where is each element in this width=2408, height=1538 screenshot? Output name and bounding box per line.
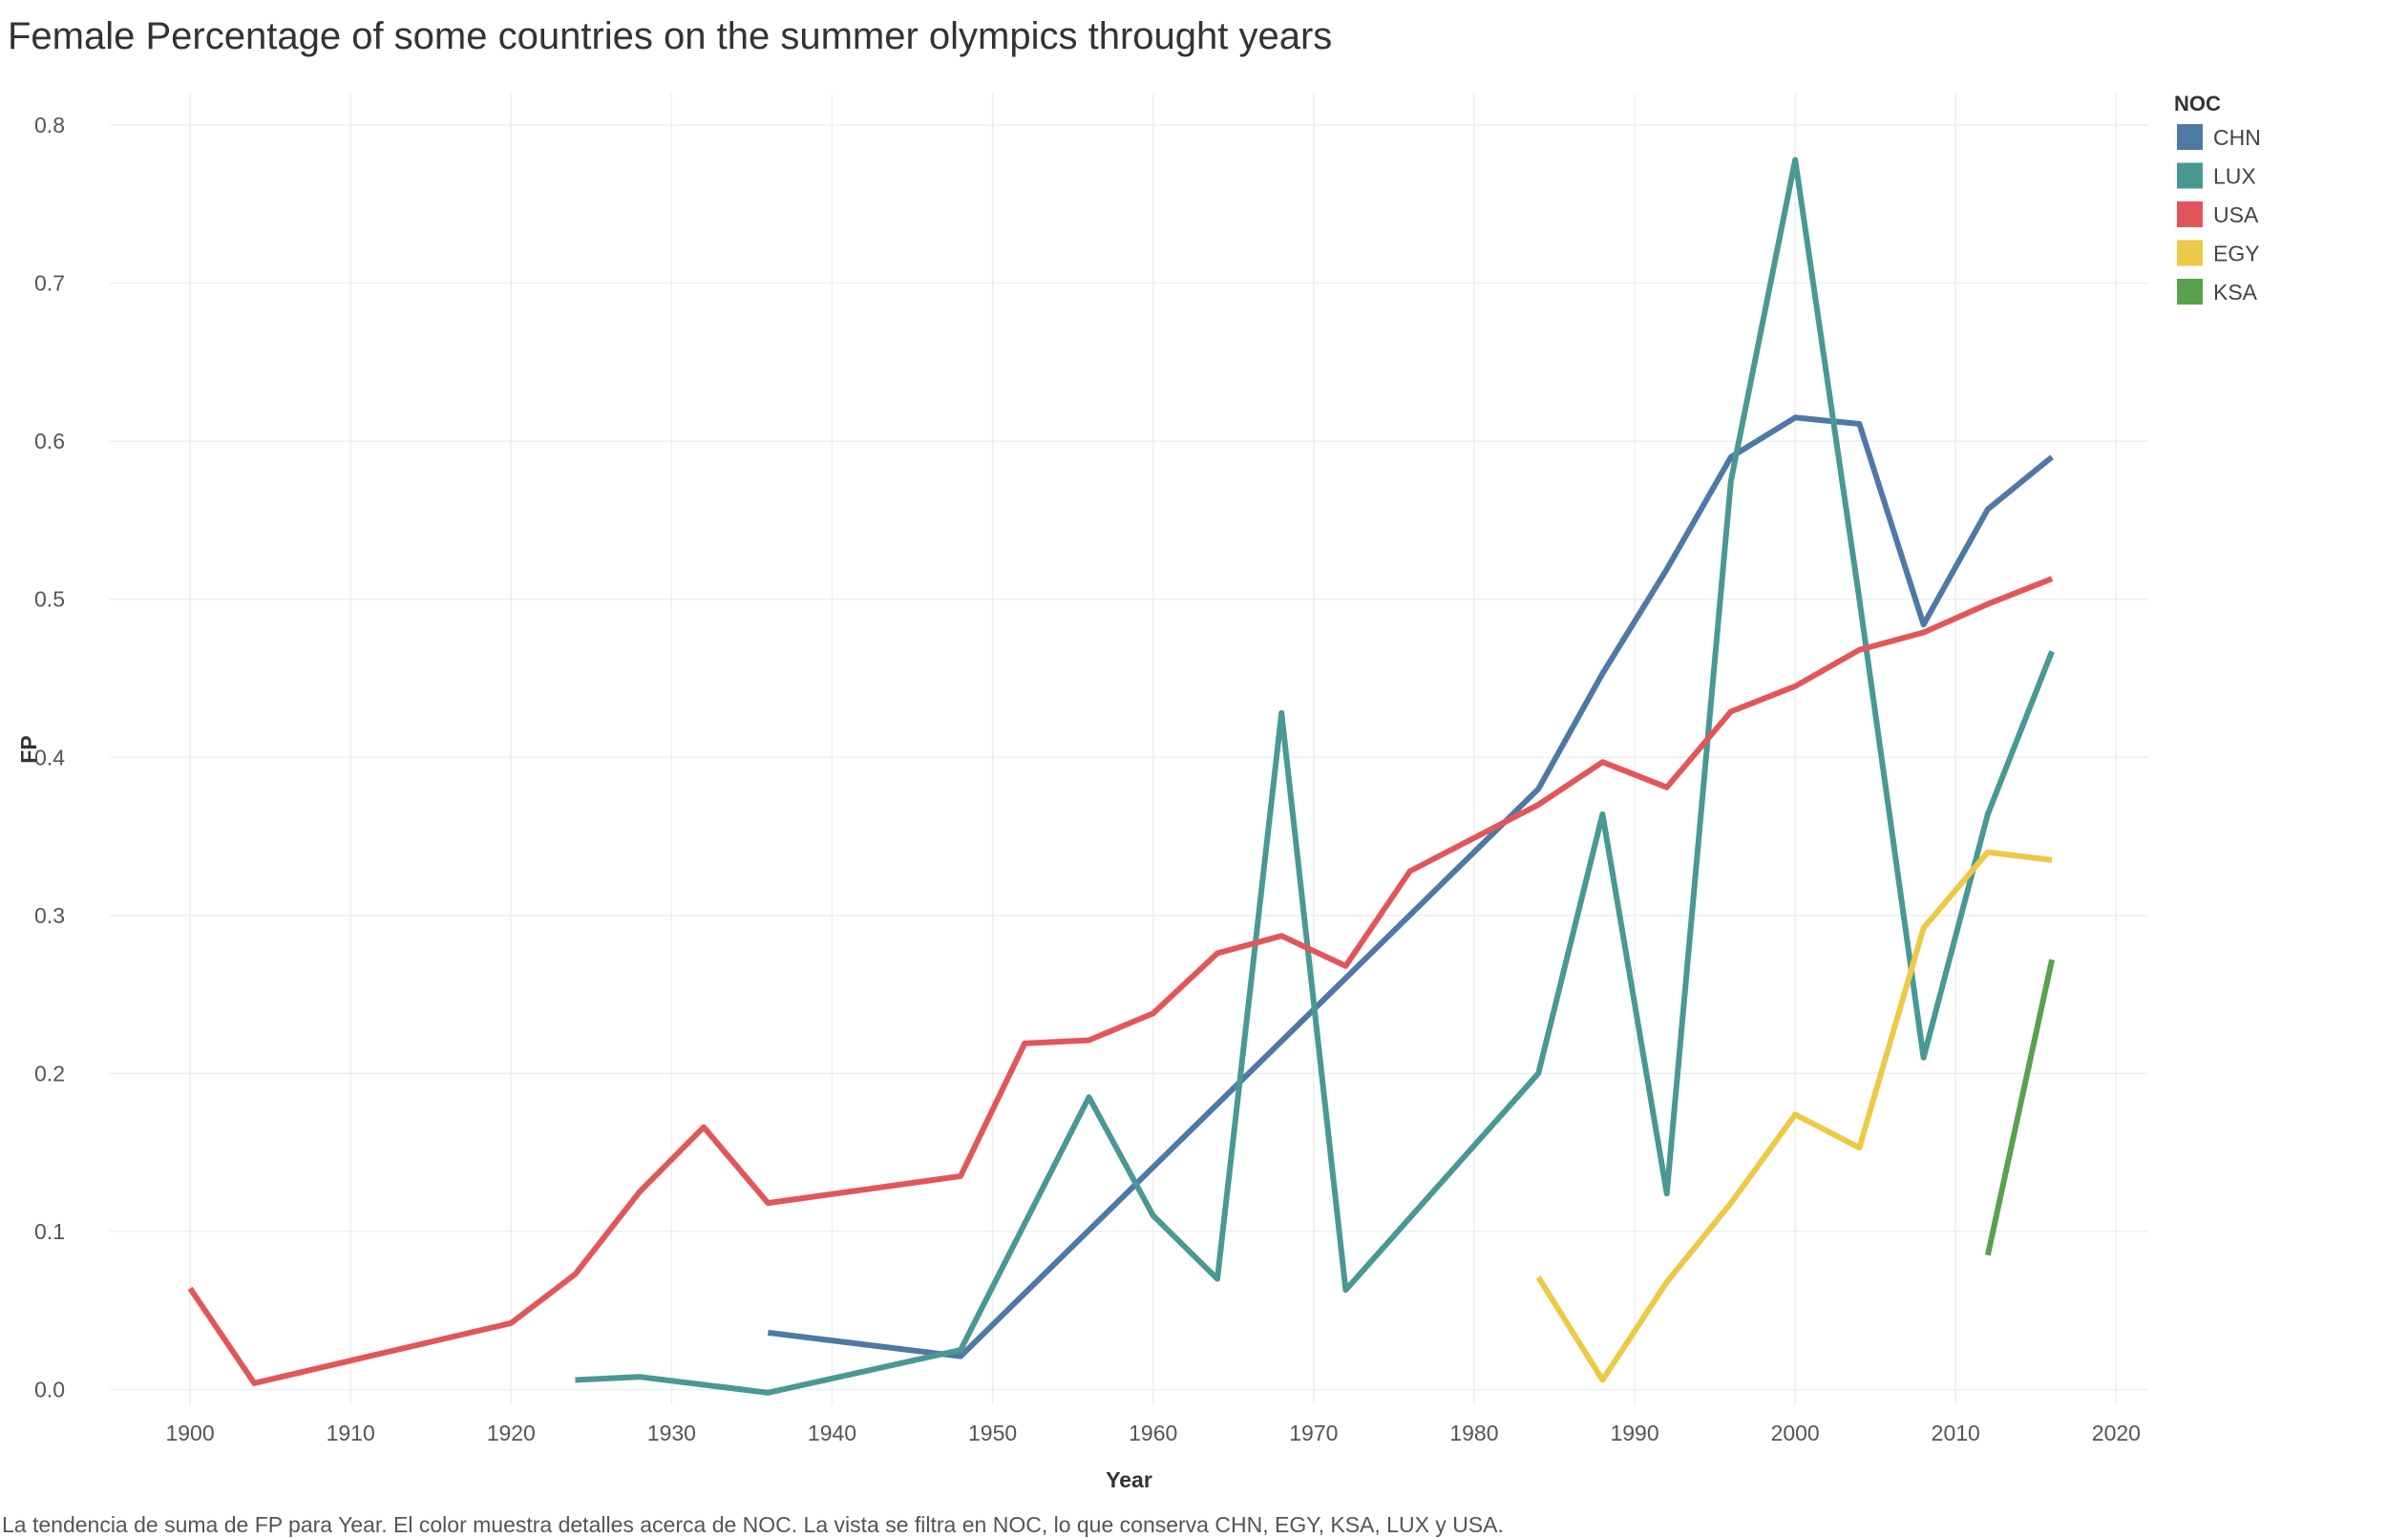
legend-swatch [2177, 279, 2203, 305]
legend-title: NOC [2174, 92, 2221, 116]
legend-swatch [2177, 124, 2203, 150]
chart-title: Female Percentage of some countries on t… [8, 15, 1333, 57]
legend-label: CHN [2213, 125, 2261, 150]
legend-label: EGY [2213, 242, 2260, 266]
y-tick-label: 0.8 [34, 113, 65, 137]
y-axis-title: FP [16, 735, 41, 763]
series-line-chn[interactable] [767, 414, 2054, 1359]
x-tick-label: 1920 [487, 1421, 536, 1445]
y-tick-label: 0.5 [34, 587, 65, 612]
y-tick-label: 0.2 [34, 1061, 65, 1085]
legend-label: KSA [2213, 280, 2258, 305]
x-tick-label: 1980 [1449, 1421, 1498, 1445]
y-tick-label: 0.4 [34, 745, 65, 769]
x-tick-label: 1960 [1129, 1421, 1177, 1445]
y-tick-label: 0.7 [34, 271, 65, 296]
x-tick-label: 2000 [1771, 1421, 1820, 1445]
y-tick-label: 0.6 [34, 429, 65, 453]
grid-lines [110, 94, 2148, 1405]
chart-caption: La tendencia de suma de FP para Year. El… [2, 1512, 1504, 1537]
x-tick-label: 1970 [1289, 1421, 1338, 1445]
x-axis-title: Year [1106, 1467, 1152, 1492]
legend[interactable]: NOC CHN LUX USA EGY KSA [2174, 92, 2261, 305]
series-line-usa[interactable] [187, 576, 2054, 1386]
x-tick-label: 2010 [1932, 1421, 1980, 1445]
y-tick-label: 0.3 [34, 903, 65, 928]
y-tick-label: 0.0 [34, 1377, 65, 1401]
x-tick-label: 2020 [2092, 1421, 2141, 1445]
legend-swatch [2177, 240, 2203, 266]
series-line-lux[interactable] [575, 157, 2055, 1396]
y-tick-label: 0.1 [34, 1219, 65, 1244]
series-line-egy[interactable] [1535, 849, 2053, 1383]
y-axis-ticks: 0.0 0.1 0.2 0.3 0.4 0.5 0.6 0.7 0.8 [34, 113, 65, 1401]
legend-label: LUX [2213, 164, 2256, 189]
x-tick-label: 1950 [968, 1421, 1017, 1445]
legend-label: USA [2213, 202, 2259, 227]
x-tick-label: 1940 [808, 1421, 856, 1445]
legend-swatch [2177, 201, 2203, 227]
x-axis-ticks: 1900 1910 1920 1930 1940 1950 1960 1970 1980 1990… [165, 1421, 2140, 1445]
x-tick-label: 1990 [1610, 1421, 1658, 1445]
series-lines [187, 157, 2056, 1396]
series-line-ksa[interactable] [1984, 959, 2056, 1256]
x-tick-label: 1910 [327, 1421, 375, 1445]
legend-swatch [2177, 162, 2203, 189]
x-tick-label: 1900 [165, 1421, 214, 1445]
x-tick-label: 1930 [647, 1421, 696, 1445]
